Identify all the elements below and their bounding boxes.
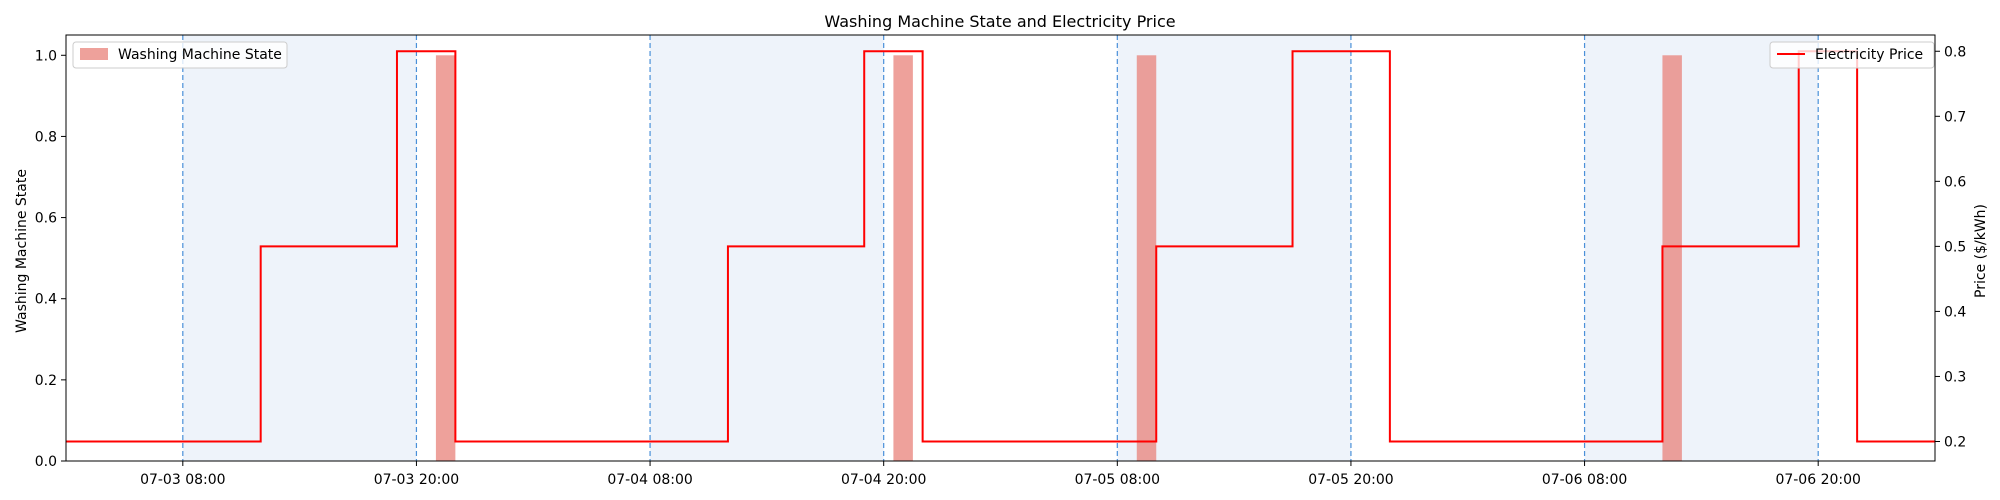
shaded-region-2	[650, 35, 884, 461]
y-left-tick-label-3: 0.4	[35, 292, 57, 308]
x-tick-label-6: 07-05 20:00	[1308, 472, 1393, 488]
shaded-region-4	[1584, 35, 1819, 461]
legend-left-label: Washing Machine State	[118, 47, 282, 63]
y-axis-left-label: Washing Machine State	[14, 169, 30, 333]
y-left-tick-label-1: 0.0	[35, 454, 57, 470]
legend-right-label: Electricity Price	[1815, 47, 1923, 63]
y-right-tick-label-1: 0.2	[1944, 434, 1966, 450]
y-right-tick-label-6: 0.7	[1944, 109, 1966, 125]
legend-right: Electricity Price	[1769, 41, 1935, 69]
x-tick-label-1: 07-03 08:00	[140, 472, 225, 488]
x-tick-label-5: 07-05 08:00	[1075, 472, 1160, 488]
state-bar-4	[1662, 55, 1682, 462]
x-tick-label-8: 07-06 20:00	[1775, 472, 1860, 488]
state-bar-2	[893, 55, 913, 462]
y-left-tick-label-2: 0.2	[35, 373, 57, 389]
state-bar-3	[1136, 55, 1157, 462]
x-tick-label-4: 07-04 20:00	[841, 472, 926, 488]
axes: 07-03 08:00 07-03 20:00 07-04 08:00 07-04 2…	[35, 34, 1966, 488]
shaded-region-1	[182, 35, 417, 461]
plot-frame	[65, 34, 1936, 462]
legend-left-swatch	[80, 48, 108, 60]
shaded-regions	[182, 35, 1819, 461]
price-line-layer	[66, 50, 1935, 443]
x-tick-label-7: 07-06 08:00	[1542, 472, 1627, 488]
vertical-guides	[182, 35, 1819, 461]
state-bars	[435, 55, 1682, 462]
x-tick-label-3: 07-04 08:00	[607, 472, 692, 488]
y-right-tick-label-7: 0.8	[1944, 44, 1966, 60]
x-tick-label-2: 07-03 20:00	[374, 472, 459, 488]
y-right-tick-label-3: 0.4	[1944, 304, 1966, 320]
price-step-line	[66, 50, 1935, 443]
y-right-tick-label-2: 0.3	[1944, 369, 1966, 385]
y-axis-right-label: Price ($/kWh)	[1973, 204, 1989, 298]
state-bar-1	[435, 55, 456, 462]
y-right-tick-label-4: 0.5	[1944, 239, 1966, 255]
y-right-tick-label-5: 0.6	[1944, 174, 1966, 190]
chart-title: Washing Machine State and Electricity Pr…	[824, 12, 1175, 31]
y-left-tick-label-5: 0.8	[35, 129, 57, 145]
legend-left: Washing Machine State	[72, 41, 288, 69]
y-left-tick-label-6: 1.0	[35, 48, 57, 64]
y-left-tick-label-4: 0.6	[35, 211, 57, 227]
